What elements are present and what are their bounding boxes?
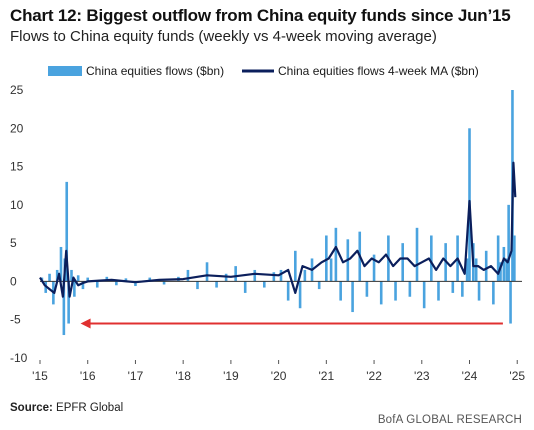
flow-bar: [286, 281, 290, 301]
flow-bar: [65, 181, 69, 282]
flow-bar: [253, 269, 257, 282]
flow-bar: [499, 262, 502, 282]
annotation-arrow: [80, 318, 503, 329]
x-tick-label: '25: [509, 369, 525, 383]
flow-bar: [477, 281, 481, 301]
y-tick-label: -5: [10, 313, 21, 327]
flow-bar: [243, 281, 247, 293]
flow-bar: [496, 235, 500, 282]
y-tick-label: 5: [10, 236, 17, 250]
y-tick-label: 25: [10, 83, 24, 97]
flow-bar: [186, 269, 190, 282]
chart-subtitle: Flows to China equity funds (weekly vs 4…: [10, 28, 437, 45]
flow-bar: [55, 269, 59, 282]
flow-bar: [262, 281, 266, 288]
y-tick-label: 10: [10, 198, 24, 212]
x-tick-label: '23: [414, 369, 430, 383]
flow-bar: [86, 277, 90, 282]
flow-bar: [339, 281, 342, 301]
flow-bar: [73, 281, 76, 297]
source-text: EPFR Global: [56, 402, 124, 414]
flow-bar: [115, 281, 118, 286]
flow-bar: [401, 243, 404, 282]
y-axis: -10 -5 0 5 10 15 20 25: [10, 83, 28, 365]
flow-bar: [234, 266, 237, 282]
flow-bar: [81, 281, 85, 290]
flow-bar: [351, 281, 354, 313]
flow-bar: [134, 281, 137, 287]
legend-swatch-bars: [48, 66, 82, 76]
brand-footer: BofA GLOBAL RESEARCH: [377, 414, 522, 426]
y-tick-label: 15: [10, 160, 24, 174]
flow-bar: [461, 281, 464, 297]
flow-bar: [325, 235, 328, 282]
arrow-head: [80, 318, 91, 329]
flow-bar: [215, 281, 218, 288]
x-tick-label: '17: [128, 369, 144, 383]
flow-bar: [502, 246, 506, 282]
flow-bar: [394, 281, 397, 301]
x-axis: '15 '16 '17 '18 '19 '20 '21 '22 '23 '24 '25: [32, 360, 525, 383]
flow-bar: [279, 269, 283, 282]
flow-bar: [365, 281, 369, 297]
flow-bar: [505, 258, 509, 282]
flow-bar: [465, 258, 469, 282]
flow-bar: [437, 281, 440, 301]
flow-bar: [298, 281, 302, 309]
flow-bar: [317, 281, 321, 290]
flow-bar: [509, 281, 512, 324]
y-tick-label: 0: [10, 274, 17, 288]
flow-bar: [124, 278, 128, 282]
flow-bar: [422, 281, 426, 309]
legend-label-line: China equities flows 4-week MA ($bn): [278, 64, 479, 78]
flow-bar: [148, 277, 152, 282]
source-note: Source: EPFR Global: [10, 402, 123, 414]
flow-bar: [48, 273, 51, 282]
flow-bar: [70, 269, 73, 282]
flow-bar: [59, 246, 63, 282]
flow-bar: [372, 254, 376, 282]
flow-bar: [76, 275, 80, 282]
x-tick-label: '16: [80, 369, 96, 383]
source-label: Source:: [10, 402, 53, 414]
flow-bar: [492, 281, 495, 305]
x-tick-label: '22: [366, 369, 382, 383]
legend: China equities flows ($bn) China equitie…: [48, 64, 479, 78]
flow-bar: [408, 281, 412, 297]
x-tick-label: '19: [223, 369, 239, 383]
flow-bar: [196, 281, 199, 290]
x-tick-label: '18: [175, 369, 191, 383]
x-tick-label: '20: [271, 369, 287, 383]
flow-bar: [62, 281, 66, 336]
weekly-flow-bars: [40, 90, 516, 336]
flow-bar: [379, 281, 383, 305]
flow-bar: [205, 262, 209, 282]
flow-bar: [294, 250, 297, 282]
flow-bar: [67, 281, 70, 324]
flow-bar: [162, 281, 166, 285]
flow-bar: [513, 235, 516, 282]
flow-bar: [484, 250, 488, 282]
legend-label-bars: China equities flows ($bn): [86, 64, 224, 78]
y-tick-label: -10: [10, 351, 28, 365]
flow-bar: [474, 258, 478, 282]
x-tick-label: '24: [462, 369, 478, 383]
flow-bar: [95, 281, 99, 288]
ma-line: [39, 161, 517, 298]
flow-bar: [415, 227, 419, 282]
flow-bar: [451, 281, 455, 293]
x-tick-label: '21: [319, 369, 335, 383]
flow-bar: [303, 269, 307, 282]
x-tick-label: '15: [32, 369, 48, 383]
flow-bar: [507, 204, 510, 282]
chart-title: Chart 12: Biggest outflow from China equ…: [10, 6, 511, 25]
flow-bar: [272, 272, 276, 282]
flow-bar: [334, 227, 338, 282]
y-tick-label: 20: [10, 121, 24, 135]
flow-bar: [430, 235, 433, 282]
flow-bar: [329, 258, 333, 282]
flows-chart: China equities flows ($bn) China equitie…: [10, 64, 525, 383]
